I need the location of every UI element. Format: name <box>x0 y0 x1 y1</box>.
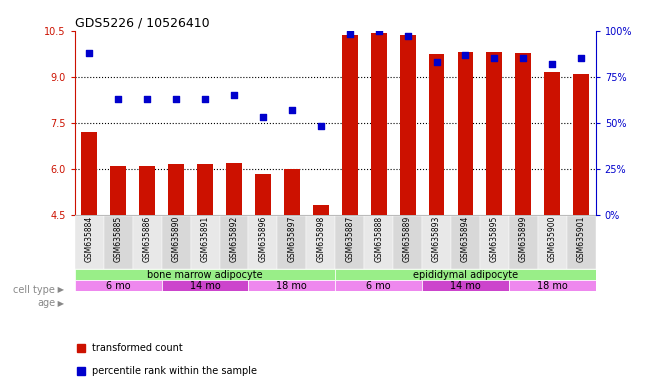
Bar <box>335 216 364 269</box>
Bar <box>516 53 531 215</box>
Point <box>432 59 442 65</box>
Bar <box>370 33 387 215</box>
Text: GSM635900: GSM635900 <box>547 216 557 262</box>
Bar <box>544 72 561 215</box>
Text: GSM635884: GSM635884 <box>85 216 94 262</box>
Point <box>229 92 239 98</box>
Text: 6 mo: 6 mo <box>106 281 131 291</box>
Bar <box>313 205 329 215</box>
Bar <box>191 216 219 269</box>
Bar <box>139 166 155 215</box>
Text: GSM635892: GSM635892 <box>230 216 238 262</box>
Point <box>402 33 413 39</box>
Point <box>200 96 210 102</box>
Point <box>518 55 529 61</box>
Bar <box>168 164 184 215</box>
Text: GSM635901: GSM635901 <box>577 216 586 262</box>
Bar <box>342 35 357 215</box>
Bar <box>161 216 191 269</box>
Bar <box>226 162 242 215</box>
Bar <box>364 216 393 269</box>
Bar <box>75 280 161 291</box>
Point <box>142 96 152 102</box>
Bar <box>277 216 307 269</box>
Text: 18 mo: 18 mo <box>277 281 307 291</box>
Bar <box>75 269 335 280</box>
Text: GSM635888: GSM635888 <box>374 216 383 262</box>
Bar <box>567 216 596 269</box>
Bar <box>480 216 509 269</box>
Bar <box>486 51 503 215</box>
Text: GSM635896: GSM635896 <box>258 216 268 262</box>
Bar <box>458 51 473 215</box>
Point <box>344 31 355 38</box>
Bar <box>219 216 249 269</box>
Text: GSM635885: GSM635885 <box>114 216 123 262</box>
Point <box>171 96 182 102</box>
Point <box>258 114 268 120</box>
Bar <box>422 216 451 269</box>
Text: 14 mo: 14 mo <box>450 281 481 291</box>
Bar <box>110 166 126 215</box>
Text: cell type: cell type <box>14 285 55 295</box>
Text: age: age <box>37 298 55 308</box>
Point <box>113 96 124 102</box>
Text: GSM635899: GSM635899 <box>519 216 528 262</box>
Text: GSM635893: GSM635893 <box>432 216 441 262</box>
Bar <box>249 280 335 291</box>
Text: GSM635895: GSM635895 <box>490 216 499 262</box>
Bar <box>197 164 213 215</box>
Bar <box>104 216 133 269</box>
Point <box>374 28 384 34</box>
Text: GSM635891: GSM635891 <box>201 216 210 262</box>
Bar <box>574 74 589 215</box>
Text: GSM635887: GSM635887 <box>345 216 354 262</box>
Text: epididymal adipocyte: epididymal adipocyte <box>413 270 518 280</box>
Text: transformed count: transformed count <box>92 343 183 353</box>
Text: GSM635890: GSM635890 <box>172 216 180 262</box>
Point <box>576 55 587 61</box>
Bar <box>538 216 567 269</box>
Point <box>84 50 94 56</box>
Text: ▶: ▶ <box>55 285 64 295</box>
Point <box>547 61 557 67</box>
Bar <box>133 216 161 269</box>
Bar <box>335 280 422 291</box>
Point <box>489 55 499 61</box>
Text: GSM635889: GSM635889 <box>403 216 412 262</box>
Text: GSM635898: GSM635898 <box>316 216 326 262</box>
Bar <box>335 269 596 280</box>
Bar <box>249 216 277 269</box>
Text: ▶: ▶ <box>55 299 64 308</box>
Bar <box>422 280 509 291</box>
Text: 14 mo: 14 mo <box>189 281 221 291</box>
Bar <box>81 132 97 215</box>
Text: 6 mo: 6 mo <box>367 281 391 291</box>
Bar <box>307 216 335 269</box>
Bar <box>451 216 480 269</box>
Bar <box>161 280 249 291</box>
Bar <box>284 169 300 215</box>
Text: GDS5226 / 10526410: GDS5226 / 10526410 <box>75 17 210 30</box>
Bar <box>428 54 445 215</box>
Bar <box>255 174 271 215</box>
Bar <box>75 216 104 269</box>
Text: percentile rank within the sample: percentile rank within the sample <box>92 366 257 376</box>
Point <box>460 51 471 58</box>
Bar <box>509 280 596 291</box>
Bar <box>400 35 415 215</box>
Text: GSM635897: GSM635897 <box>287 216 296 262</box>
Point <box>286 107 297 113</box>
Text: 18 mo: 18 mo <box>537 281 568 291</box>
Bar <box>393 216 422 269</box>
Text: GSM635894: GSM635894 <box>461 216 470 262</box>
Text: bone marrow adipocyte: bone marrow adipocyte <box>147 270 263 280</box>
Bar <box>509 216 538 269</box>
Text: GSM635886: GSM635886 <box>143 216 152 262</box>
Point <box>316 123 326 129</box>
